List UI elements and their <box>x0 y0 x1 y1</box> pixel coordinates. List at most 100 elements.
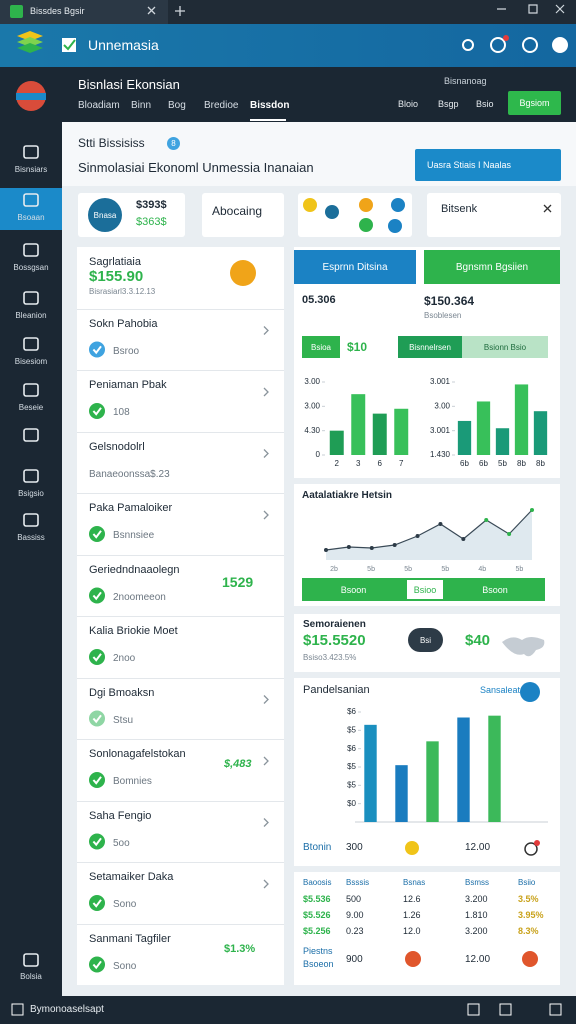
app-header <box>0 24 576 67</box>
divider <box>77 677 284 679</box>
legend-item: 300 <box>346 842 363 853</box>
status-text: Bisnanoag <box>444 76 487 86</box>
item-value: $,483 <box>224 758 252 770</box>
filter-card[interactable] <box>427 193 561 237</box>
item-sub: Stsu <box>113 714 134 726</box>
item-sub: Bomnies <box>113 776 152 787</box>
divider <box>77 493 284 494</box>
item-title: Peniaman Pbak <box>89 379 167 391</box>
tab-button[interactable]: Esprnn Ditsina <box>294 250 416 284</box>
stat-value: $40 <box>465 632 491 649</box>
toggle[interactable]: Bsoon <box>445 578 545 601</box>
table-card <box>294 872 560 985</box>
divider <box>77 800 284 802</box>
pill[interactable]: Bsi <box>408 628 443 652</box>
card-link[interactable]: Sansaleat <box>480 685 521 695</box>
tab[interactable]: Binn <box>131 100 152 111</box>
table-header: Bsssis <box>346 878 370 887</box>
tab[interactable]: Bog <box>168 100 186 111</box>
item-sub: 2noomeeon <box>113 591 166 603</box>
summary-value: $363$ <box>136 216 167 228</box>
sidebar-item[interactable]: Bisesiom <box>14 357 48 366</box>
item-title: Setamaiker Daka <box>89 871 174 883</box>
tab[interactable]: Bredioe <box>204 100 239 111</box>
item-value: 1529 <box>222 573 254 590</box>
card-title: Pandelsanian <box>303 684 370 696</box>
search-card[interactable] <box>202 193 284 237</box>
item-title: Kalia Briokie Moet <box>89 625 178 637</box>
divider <box>77 739 284 740</box>
stat-value: $150.364 <box>424 294 475 308</box>
item-title: Sonlonagafelstokan <box>89 748 186 760</box>
summary-value: $393$ <box>136 199 167 211</box>
section-title: Bisnlasi Ekonsian <box>78 77 180 92</box>
item-sub: Bisrasiarl3.3.12.13 <box>89 287 156 296</box>
table-header: Bsnas <box>403 878 426 887</box>
item-title: Gelsnodolrl <box>89 440 145 453</box>
app-name: Unnemasia <box>88 37 159 53</box>
stat-value: $15.5520 <box>303 632 366 649</box>
divider <box>77 862 284 863</box>
legend-item: Btonin <box>303 842 332 853</box>
table-header: Bsmss <box>465 878 489 887</box>
stat-value: 05.306 <box>302 294 336 306</box>
table-cell: $5.256 <box>303 926 331 936</box>
tab-button[interactable]: Bgnsmn Bgsiien <box>424 250 560 284</box>
sidebar-item[interactable]: Bsigsio <box>18 489 44 498</box>
item-amount: $155.90 <box>89 268 144 285</box>
item-sub: Bsroo <box>113 345 140 357</box>
table-cell: 3.5% <box>518 894 539 904</box>
divider <box>77 370 284 371</box>
divider <box>77 431 284 433</box>
nav-link[interactable]: Bsio <box>476 99 494 109</box>
tab[interactable]: Bloadiam <box>78 100 120 111</box>
sidebar-item[interactable]: Beseie <box>18 403 44 412</box>
item-title: Saha Fengio <box>89 809 152 822</box>
nav-link[interactable]: Bloio <box>398 99 419 109</box>
item-sub: 2noo <box>113 653 136 664</box>
table-footer: 900 <box>346 954 363 965</box>
table-header: Baoosis <box>303 878 332 887</box>
item-title: Sanmani Tagfiler <box>89 932 171 945</box>
tab[interactable]: Bissdon <box>250 100 290 111</box>
table-cell: 12.6 <box>403 894 421 904</box>
page-title: Stti Bissisiss <box>78 136 145 150</box>
item-title: Dgi Bmoaksn <box>89 686 155 699</box>
table-cell: 3.95% <box>518 910 544 920</box>
toggle[interactable]: Bsioo <box>405 578 445 601</box>
table-cell: 9.00 <box>346 910 364 920</box>
tab-title: Bissdes Bgsir <box>30 6 85 16</box>
item-sub: 108 <box>113 407 130 418</box>
item-sub: Sono <box>113 960 137 972</box>
sidebar-item[interactable]: Bsoaan <box>17 213 45 222</box>
item-title: Sokn Pahobia <box>89 317 158 330</box>
primary-button[interactable]: Uasra Stiais I Naalas <box>415 149 561 181</box>
pill-value: $10 <box>347 340 368 354</box>
legend-item: 12.00 <box>465 842 491 853</box>
table-cell: 1.26 <box>403 910 421 920</box>
pill[interactable]: Bsioa <box>302 336 340 358</box>
table-cell: 12.0 <box>403 926 421 936</box>
item-value: $1.3% <box>224 942 256 955</box>
sidebar-item[interactable]: Bolsia <box>20 972 42 981</box>
sub-header <box>0 67 576 122</box>
table-cell: 0.23 <box>346 926 364 936</box>
sidebar-item[interactable]: Bassiss <box>17 533 45 542</box>
table-cell: 3.200 <box>465 926 488 936</box>
pill[interactable]: Bisnnelrsen <box>398 336 462 358</box>
sidebar-item[interactable]: Bisnsiars <box>14 165 48 174</box>
item-sub: Banaeoonssa$.23 <box>89 468 170 480</box>
sidebar-item[interactable]: Bleanion <box>15 311 47 320</box>
nav-link[interactable]: Bsgp <box>438 99 459 109</box>
action-button[interactable]: Bgsiom <box>508 91 561 115</box>
pill[interactable]: Bsionn Bsio <box>462 336 548 358</box>
toggle[interactable]: Bsoon <box>302 578 405 601</box>
card-title: Semoraienen <box>303 619 366 630</box>
filter-text: Bitsenk <box>441 203 478 215</box>
tab-underline <box>250 119 286 121</box>
item-sub: Bsnnsiee <box>113 530 155 541</box>
browser-tab[interactable] <box>0 0 168 24</box>
table-cell: 3.200 <box>465 894 488 904</box>
sidebar-item[interactable]: Bossgsan <box>13 263 49 272</box>
item-sub: 5oo <box>113 837 130 849</box>
